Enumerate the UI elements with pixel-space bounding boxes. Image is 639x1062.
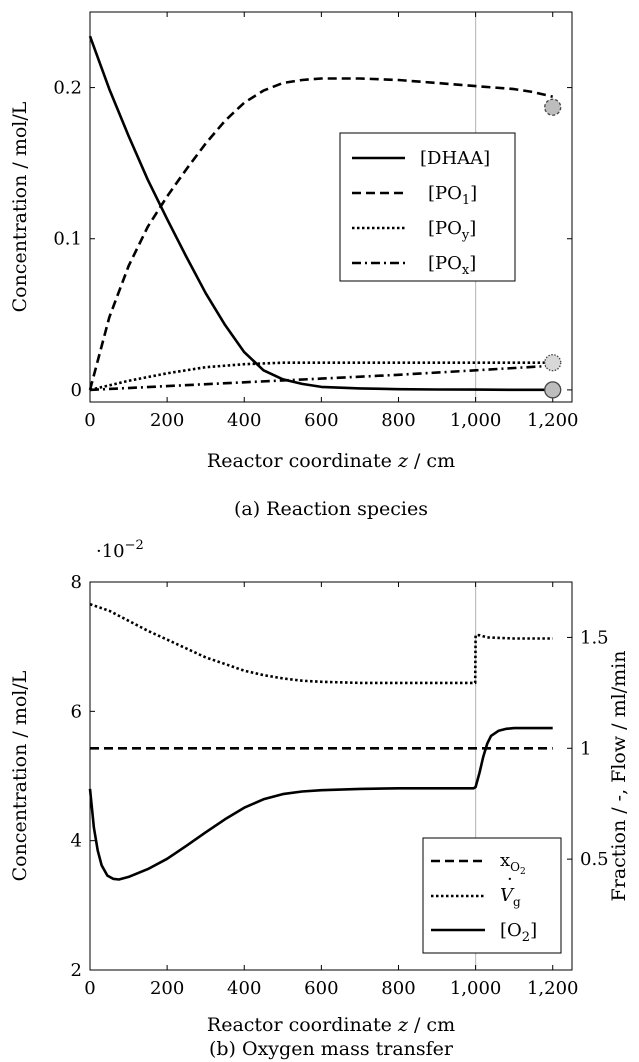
x-tick-label: 1,200 (527, 410, 579, 431)
panel-b-y-label: Concentration / mol/L (9, 670, 31, 881)
panel-b-frame (89, 581, 573, 971)
x-tick-label: 0 (84, 410, 95, 431)
panel-b-y-multiplier: ·10−2 (96, 538, 144, 562)
legend-vg-dot: · (507, 869, 513, 890)
legend-o2-label: [O2] (500, 920, 537, 945)
x-tick-label: 800 (381, 978, 415, 999)
y-tick-label: 8 (71, 572, 82, 593)
panel-b-legend-box (422, 837, 562, 954)
panel-b-x-ticks: 0 200 400 600 800 1,000 1,200 (84, 582, 578, 999)
right-y-tick-label: 1.5 (580, 627, 609, 648)
y-tick-label: 0 (71, 380, 82, 401)
series-line-1 (88, 77, 554, 391)
x-tick-label: 400 (227, 410, 261, 431)
x-tick-label: 600 (304, 978, 338, 999)
y-tick-label: 4 (71, 831, 82, 852)
panel-b-y-ticks: 2 4 6 8 (71, 572, 95, 981)
panel-a-y-ticks: 0 0.1 0.2 (53, 78, 572, 401)
series-line-2 (88, 726, 553, 881)
panel-b-right-y-label: Fraction / -, Flow / ml/min (608, 651, 630, 902)
panel-a-x-label: Reactor coordinate z / cm (207, 450, 455, 472)
y-tick-label: 2 (71, 960, 82, 981)
x-tick-label: 1,000 (450, 978, 502, 999)
panel-a-x-ticks: 0 200 400 600 800 1,000 1,200 (84, 12, 578, 431)
x-tick-label: 600 (304, 410, 338, 431)
panel-b-legend: xO2 Vg · [O2] (422, 837, 562, 954)
panel-b-x-label: Reactor coordinate z / cm (207, 1014, 455, 1036)
y-tick-label: 0.1 (53, 229, 82, 250)
legend-po1-label: [PO1] (428, 183, 477, 208)
panel-a: 0 200 400 600 800 1,000 1,200 0 0.1 0.2 Reactor … (9, 11, 578, 520)
x-tick-label: 800 (381, 410, 415, 431)
legend-pox-label: [POx] (428, 253, 476, 278)
end-marker-2 (544, 381, 562, 399)
end-marker-1 (544, 354, 562, 372)
legend-dhaa-label: [DHAA] (420, 148, 490, 169)
panel-b-series (88, 602, 553, 881)
panel-b-caption: (b) Oxygen mass transfer (209, 1038, 454, 1060)
panel-a-series (88, 35, 554, 392)
x-tick-label: 400 (227, 978, 261, 999)
panel-a-y-label: Concentration / mol/L (9, 101, 31, 312)
end-marker-0 (544, 98, 562, 116)
right-y-tick-label: 0.5 (580, 849, 609, 870)
panel-a-legend: [DHAA] [PO1] [POy] [POx] (339, 132, 516, 282)
panel-b-right-y-ticks: 0.5 1 1.5 (567, 627, 609, 870)
x-tick-label: 200 (150, 410, 184, 431)
right-y-tick-label: 1 (580, 738, 591, 759)
panel-b: ·10−2 0 200 400 600 800 1,000 1,200 2 4 6 8 0.5 1 1… (9, 538, 630, 1060)
y-tick-label: 0.2 (53, 78, 82, 99)
series-line-1 (89, 602, 553, 685)
x-tick-label: 200 (150, 978, 184, 999)
panel-a-markers (544, 98, 562, 399)
series-line-3 (89, 364, 553, 392)
panel-a-frame (89, 11, 573, 403)
series-line-0 (88, 35, 553, 392)
y-tick-label: 6 (71, 701, 82, 722)
x-tick-label: 1,000 (450, 410, 502, 431)
series-line-2 (89, 361, 553, 392)
panel-a-caption: (a) Reaction species (234, 498, 428, 520)
x-tick-label: 1,200 (527, 978, 579, 999)
x-tick-label: 0 (84, 978, 95, 999)
